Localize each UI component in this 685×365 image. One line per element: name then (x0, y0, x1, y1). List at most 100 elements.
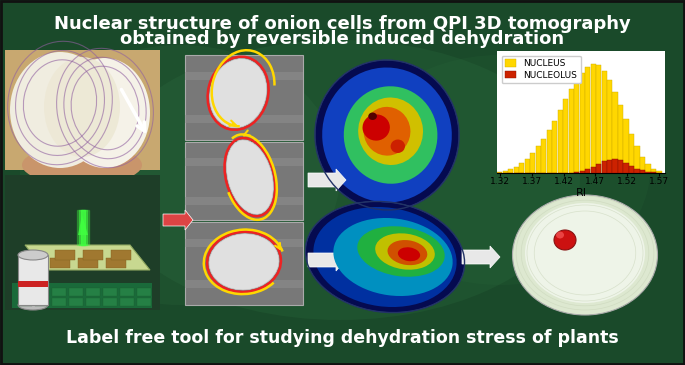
Bar (185, 196, 303, 204)
Bar (18, 281, 48, 287)
Polygon shape (78, 215, 88, 235)
Ellipse shape (362, 114, 390, 141)
Bar (580, 73, 585, 173)
Bar (106, 258, 126, 268)
Text: Label free tool for studying dehydration stress of plants: Label free tool for studying dehydration… (66, 329, 619, 347)
Bar (185, 222, 303, 305)
Bar (651, 169, 656, 173)
Bar (590, 64, 596, 173)
Bar (103, 288, 117, 296)
Bar (185, 115, 303, 123)
Bar (640, 170, 645, 173)
Bar (120, 288, 134, 296)
Bar (18, 288, 32, 296)
Legend: NUCLEUS, NUCLEOLUS: NUCLEUS, NUCLEOLUS (501, 55, 581, 84)
Ellipse shape (344, 86, 438, 184)
Bar (55, 250, 75, 260)
Bar (596, 164, 601, 173)
Bar (585, 169, 590, 173)
Ellipse shape (390, 139, 405, 153)
Bar (83, 250, 103, 260)
Bar (120, 298, 134, 306)
Bar (185, 158, 303, 165)
Bar (185, 72, 303, 80)
Bar (519, 163, 524, 173)
Bar (634, 146, 640, 173)
Bar (601, 161, 607, 173)
Ellipse shape (375, 233, 435, 270)
Bar (5, 175, 160, 310)
Ellipse shape (210, 59, 266, 128)
Bar (640, 157, 645, 173)
Bar (601, 71, 607, 173)
Ellipse shape (18, 250, 48, 260)
Bar (5, 50, 160, 170)
Bar (503, 171, 508, 173)
Text: Nuclear structure of onion cells from QPI 3D tomography: Nuclear structure of onion cells from QP… (53, 15, 630, 33)
Bar (607, 160, 612, 173)
Bar (612, 92, 618, 173)
Bar (596, 65, 601, 173)
Bar (50, 258, 70, 268)
X-axis label: RI: RI (575, 188, 586, 197)
Bar (629, 166, 634, 173)
FancyArrow shape (81, 210, 85, 245)
Bar (525, 159, 530, 173)
Bar (52, 298, 66, 306)
Bar (12, 283, 152, 308)
Bar (185, 55, 303, 140)
Bar (634, 169, 640, 173)
Bar (645, 164, 651, 173)
Bar (552, 121, 558, 173)
Ellipse shape (18, 300, 48, 310)
Bar (69, 298, 83, 306)
Bar (547, 130, 552, 173)
Bar (185, 280, 303, 288)
Bar (558, 110, 563, 173)
Bar (185, 239, 303, 247)
Bar (185, 142, 303, 220)
Bar (86, 298, 100, 306)
Ellipse shape (556, 231, 564, 238)
Ellipse shape (554, 230, 576, 250)
Ellipse shape (358, 97, 423, 165)
Ellipse shape (512, 195, 658, 315)
Bar (612, 159, 618, 173)
Ellipse shape (315, 60, 459, 210)
Bar (645, 172, 651, 173)
Bar (623, 119, 629, 173)
Bar (18, 298, 32, 306)
Ellipse shape (306, 201, 464, 312)
Ellipse shape (10, 52, 110, 168)
Ellipse shape (20, 45, 340, 305)
Ellipse shape (398, 247, 420, 261)
Ellipse shape (227, 140, 273, 214)
Bar (618, 161, 623, 173)
Bar (651, 172, 656, 173)
Bar (656, 171, 662, 173)
Bar (35, 298, 49, 306)
Bar (569, 89, 574, 173)
Bar (590, 167, 596, 173)
Ellipse shape (44, 57, 120, 157)
Bar (530, 153, 536, 173)
Bar (607, 80, 612, 173)
Bar (111, 250, 131, 260)
Ellipse shape (350, 55, 650, 285)
Ellipse shape (209, 234, 279, 290)
Ellipse shape (369, 112, 377, 120)
Bar (86, 288, 100, 296)
Bar (574, 172, 580, 173)
FancyArrow shape (77, 210, 89, 245)
Bar (137, 298, 151, 306)
Bar (103, 298, 117, 306)
Ellipse shape (364, 107, 410, 155)
Bar (574, 80, 580, 173)
Ellipse shape (100, 40, 580, 320)
Bar (508, 169, 513, 173)
Ellipse shape (525, 203, 645, 303)
FancyArrow shape (308, 169, 346, 191)
FancyArrow shape (462, 246, 500, 268)
FancyArrow shape (308, 249, 346, 271)
Ellipse shape (322, 68, 452, 203)
